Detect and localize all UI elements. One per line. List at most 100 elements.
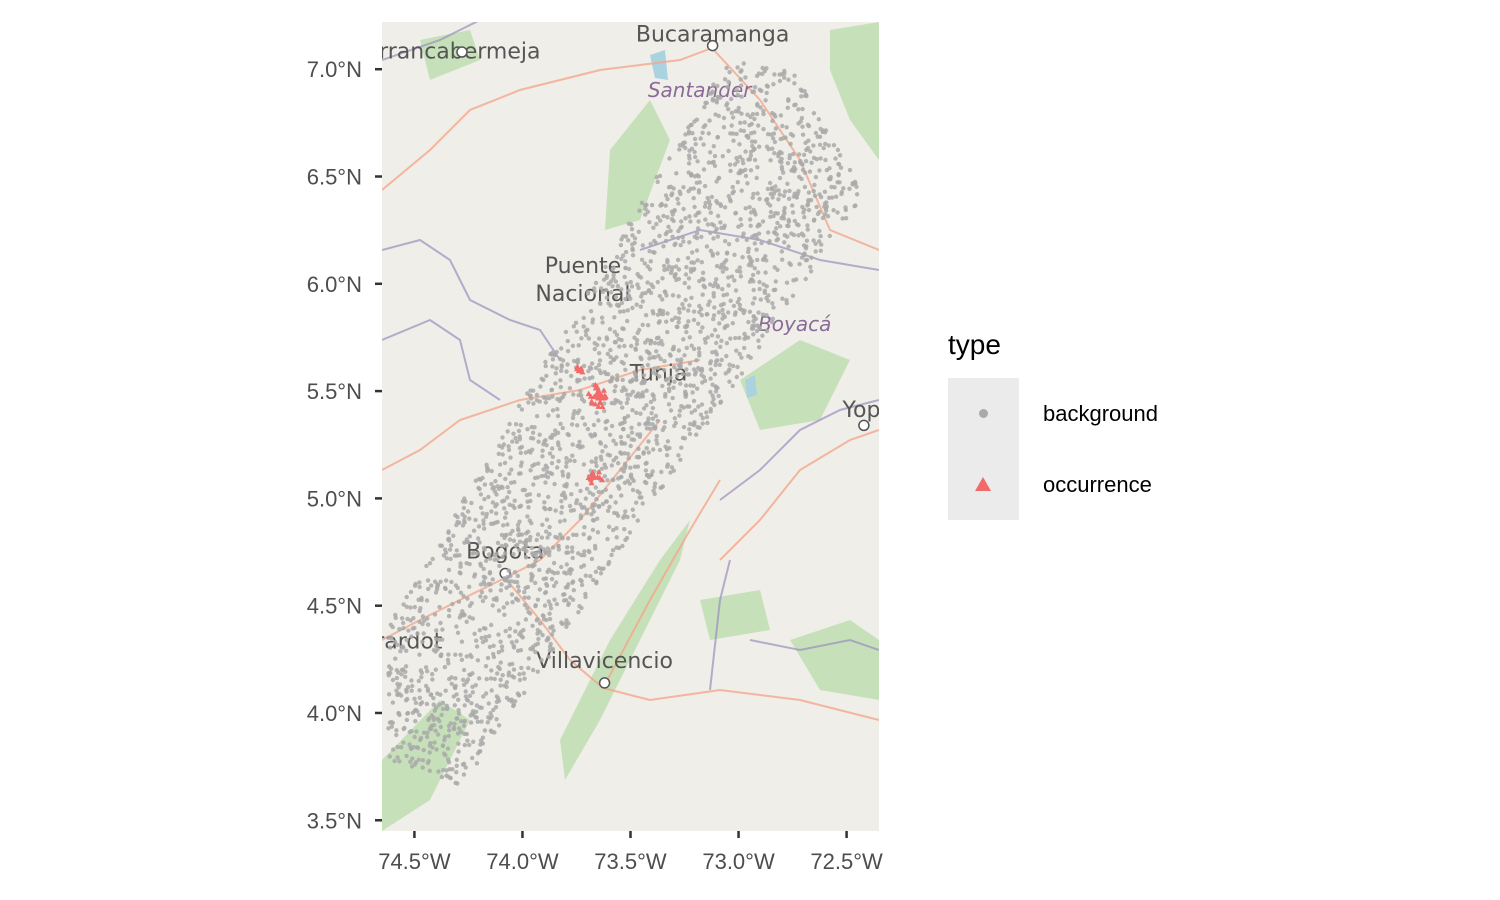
background-point (396, 685, 401, 690)
background-point (799, 94, 804, 99)
background-point (674, 373, 680, 379)
background-point (694, 231, 700, 236)
background-point (429, 692, 434, 697)
background-point (695, 173, 700, 178)
background-point (498, 639, 503, 644)
background-point (699, 234, 704, 240)
background-point (502, 551, 508, 556)
background-point (546, 654, 552, 660)
background-point (433, 667, 438, 672)
background-point (745, 112, 750, 117)
background-point (681, 185, 686, 190)
background-point (565, 348, 571, 354)
background-point (685, 255, 691, 261)
background-point (484, 511, 489, 517)
background-point (471, 528, 477, 533)
background-point (567, 386, 573, 391)
background-point (484, 462, 489, 467)
background-point (462, 703, 467, 708)
y-tick-label: 7.0°N (307, 57, 362, 82)
background-point (798, 87, 803, 92)
background-point (408, 759, 413, 764)
background-point (653, 240, 659, 246)
background-point (655, 179, 660, 185)
background-point (480, 741, 485, 746)
background-point (470, 684, 475, 689)
background-point (625, 308, 630, 313)
background-point (725, 250, 730, 255)
background-point (590, 375, 595, 380)
background-point (589, 361, 595, 366)
background-point (570, 453, 575, 458)
background-point (403, 674, 408, 679)
background-point (449, 543, 454, 548)
background-point (676, 228, 681, 234)
background-point (455, 630, 461, 635)
background-point (426, 586, 431, 592)
background-point (486, 552, 492, 557)
background-point (728, 336, 733, 341)
background-point (730, 383, 735, 389)
background-point (777, 175, 783, 181)
y-tick-label: 5.5°N (307, 379, 362, 404)
background-point (648, 241, 653, 247)
background-point (571, 358, 577, 364)
background-point (461, 677, 466, 682)
background-point (724, 103, 729, 108)
occurrence-point (600, 387, 607, 393)
background-point (709, 333, 715, 338)
background-point (716, 393, 721, 399)
background-point (719, 225, 724, 231)
background-point (597, 351, 602, 356)
background-point (513, 435, 518, 441)
background-point (438, 653, 444, 659)
background-point (505, 522, 510, 527)
background-point (564, 618, 569, 623)
background-point (733, 335, 738, 341)
background-point (785, 161, 791, 166)
background-point (417, 712, 422, 718)
background-point (626, 266, 632, 272)
background-point (561, 490, 566, 495)
background-point (668, 228, 673, 233)
background-point (522, 676, 527, 681)
background-point (507, 489, 512, 495)
background-point (444, 556, 449, 561)
background-point (647, 356, 652, 361)
background-point (734, 88, 740, 93)
background-point (395, 755, 400, 760)
background-point (511, 645, 517, 650)
background-point (515, 691, 520, 696)
background-point (761, 256, 767, 261)
background-point (520, 487, 525, 493)
background-point (623, 509, 628, 514)
background-point (784, 280, 790, 285)
background-point (542, 590, 548, 596)
background-point (468, 720, 474, 725)
background-point (527, 538, 532, 543)
background-point (753, 212, 758, 217)
background-point (796, 233, 801, 238)
background-point (628, 379, 633, 384)
background-point (477, 486, 482, 492)
background-point (799, 176, 804, 182)
background-point (615, 373, 620, 378)
background-point (432, 579, 438, 584)
background-point (637, 434, 643, 439)
background-point (613, 340, 618, 345)
background-point (544, 529, 549, 534)
background-point (447, 547, 453, 552)
background-point (835, 147, 841, 153)
background-point (497, 563, 502, 569)
background-point (405, 684, 411, 690)
background-point (747, 309, 753, 314)
background-point (489, 468, 494, 474)
background-point (592, 341, 597, 346)
background-point (575, 360, 580, 365)
background-point (519, 532, 525, 537)
background-point (465, 509, 471, 514)
background-point (667, 156, 672, 161)
background-point (494, 717, 499, 722)
background-point (686, 285, 692, 290)
background-point (416, 678, 421, 684)
